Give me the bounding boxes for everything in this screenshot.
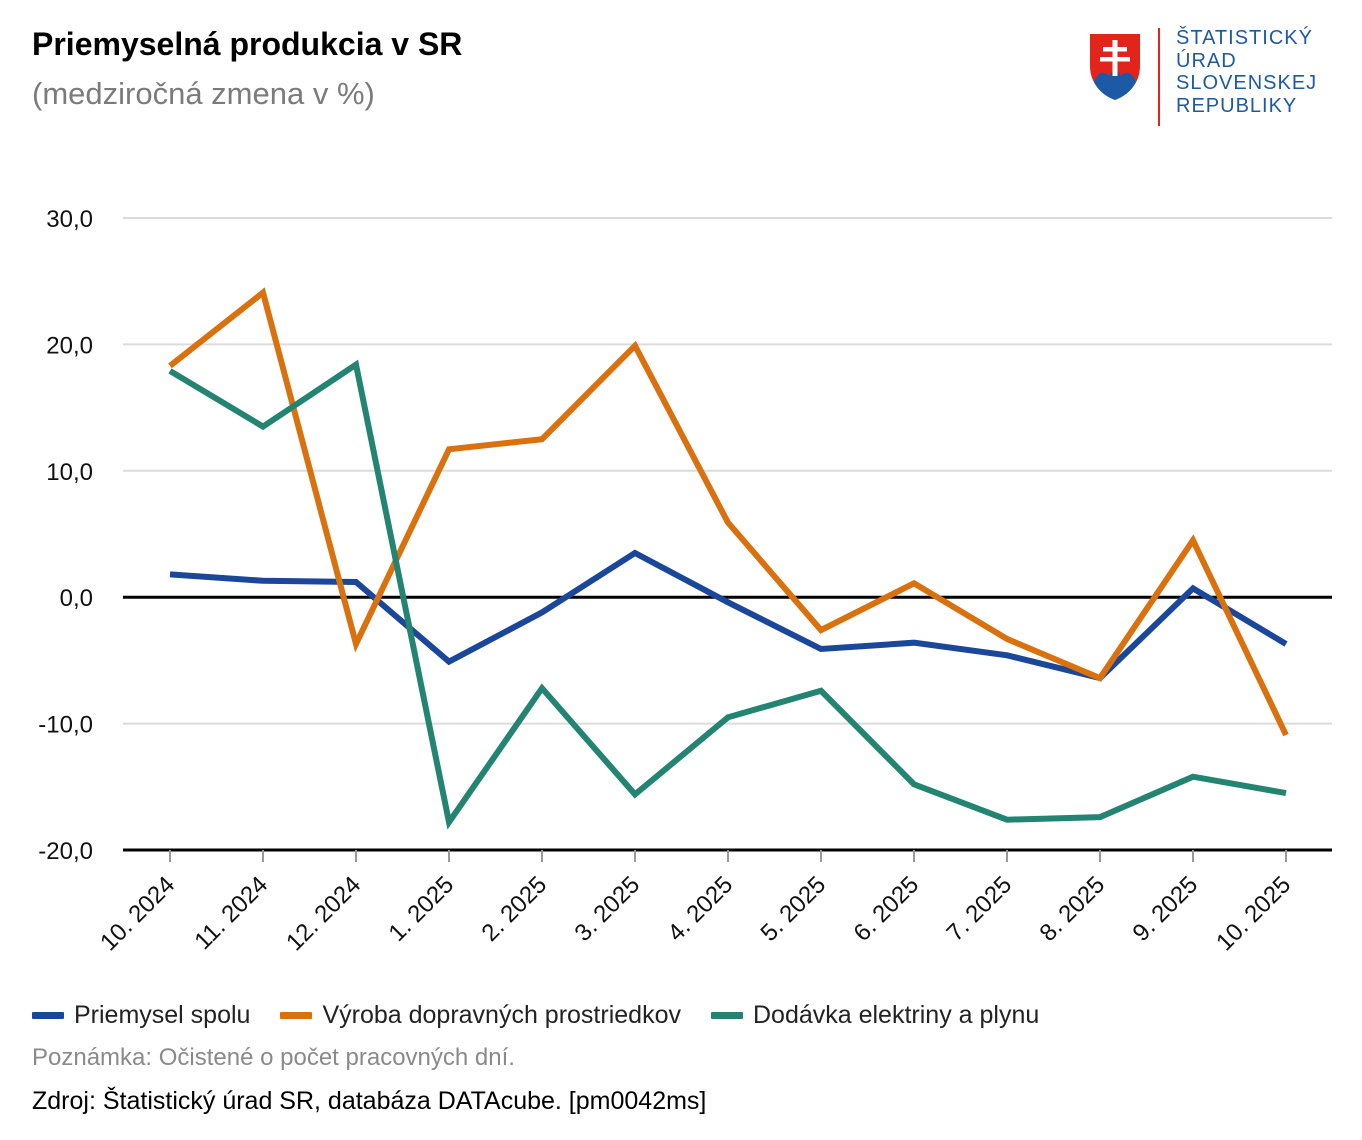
- legend-label: Výroba dopravných prostriedkov: [322, 1000, 681, 1029]
- x-tick-label: 9. 2025: [1128, 871, 1204, 947]
- x-tick-label: 10. 2024: [95, 871, 180, 956]
- legend-label: Dodávka elektriny a plynu: [752, 1000, 1040, 1029]
- logo-line: SLOVENSKEJ: [1176, 72, 1318, 94]
- logo-line: ŠTATISTICKÝ: [1176, 27, 1313, 49]
- x-tick-label: 4. 2025: [663, 871, 739, 947]
- logo-line: REPUBLIKY: [1176, 94, 1298, 117]
- y-tick-label: 20,0: [46, 332, 93, 359]
- x-tick-label: 11. 2024: [189, 871, 273, 955]
- legend-swatch: [32, 1011, 64, 1019]
- legend-label: Priemysel spolu: [74, 1000, 251, 1029]
- slovak-coat-of-arms-icon: [1090, 34, 1140, 100]
- y-tick-label: 0,0: [60, 585, 93, 612]
- x-tick-label: 2. 2025: [477, 871, 553, 947]
- chart-title: Priemyselná produkcia v SR: [32, 26, 463, 62]
- x-axis-ticks: 10. 2024 11. 2024 12. 2024 1. 2025 2. 2025 3.…: [95, 850, 1296, 956]
- y-axis-ticks: 30,0 20,0 10,0 0,0 -10,0 -20,0: [38, 206, 93, 865]
- legend-swatch: [280, 1011, 313, 1019]
- x-tick-label: 1. 2025: [384, 871, 460, 947]
- logo-divider: [1158, 28, 1160, 126]
- chart-legend: Priemysel spolu Výroba dopravných prostr…: [32, 998, 1069, 1032]
- y-tick-label: -20,0: [38, 838, 93, 865]
- series-layer: [168, 287, 1289, 830]
- legend-swatch: [710, 1011, 743, 1019]
- chart-note: Poznámka: Očistené o počet pracovných dn…: [32, 1044, 515, 1071]
- y-tick-label: 10,0: [46, 459, 93, 486]
- legend-item-priemysel-spolu: Priemysel spolu: [32, 1001, 250, 1030]
- chart-source: Zdroj: Štatistický úrad SR, databáza DAT…: [32, 1087, 707, 1115]
- x-tick-label: 3. 2025: [570, 871, 646, 947]
- logo-line: ÚRAD: [1176, 49, 1237, 72]
- x-tick-label: 12. 2024: [281, 871, 366, 956]
- y-tick-label: 30,0: [46, 206, 93, 233]
- x-tick-label: 6. 2025: [849, 871, 925, 947]
- x-tick-label: 5. 2025: [756, 871, 832, 947]
- logo-text: ŠTATISTICKÝ ÚRAD SLOVENSKEJ REPUBLIKY: [1176, 27, 1317, 117]
- grid-layer: [123, 217, 1332, 852]
- series-line-1: [168, 287, 1289, 737]
- line-chart: 30,0 20,0 10,0 0,0 -10,0 -20,0 10. 2024 11. 20…: [38, 206, 1332, 956]
- legend-item-dodavka-elektriny-a-plynu: Dodávka elektriny a plynu: [710, 1000, 1040, 1030]
- y-tick-label: -10,0: [38, 712, 93, 739]
- x-tick-label: 10. 2025: [1211, 871, 1296, 956]
- legend-item-vyroba-dopravnych-prostriedkov: Výroba dopravných prostriedkov: [280, 1001, 681, 1030]
- x-tick-label: 7. 2025: [942, 871, 1018, 947]
- chart-subtitle: (medziročná zmena v %): [32, 76, 375, 111]
- series-line-2: [168, 359, 1287, 830]
- x-tick-label: 8. 2025: [1035, 871, 1111, 947]
- statistical-office-logo: ŠTATISTICKÝ ÚRAD SLOVENSKEJ REPUBLIKY: [1088, 27, 1338, 128]
